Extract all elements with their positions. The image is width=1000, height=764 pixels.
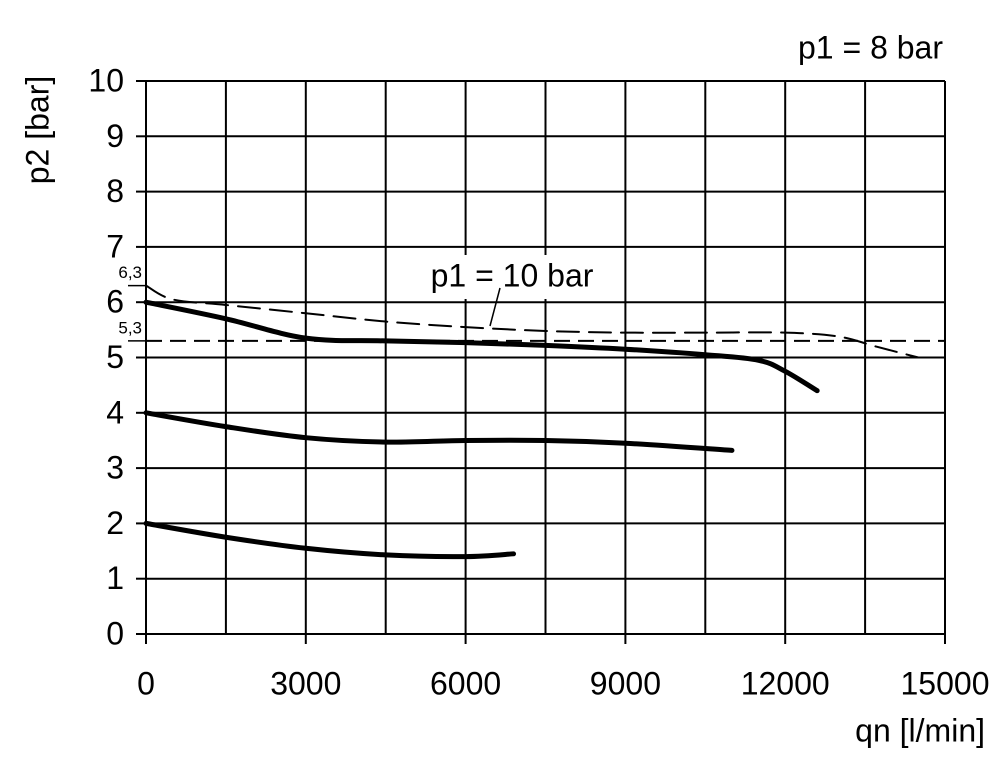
y-tick-label: 3 [106, 450, 124, 486]
line [143, 299, 820, 394]
leader-line [489, 287, 501, 327]
y-tick-label: 1 [106, 560, 124, 596]
label-box [420, 255, 620, 299]
y-axis-label: p2 [bar] [19, 76, 55, 185]
x-tick-label: 3000 [270, 665, 341, 701]
annotation-label: 6,3 [118, 263, 142, 282]
x-tick-label: 15000 [901, 665, 990, 701]
y-tick-label: 9 [106, 118, 124, 154]
dashed-line [145, 284, 920, 359]
x-tick-label: 6000 [430, 665, 501, 701]
y-tick-label: 7 [106, 228, 124, 264]
line [143, 520, 517, 560]
chart-subtitle: p1 = 8 bar [798, 29, 943, 65]
annotation-label: 5,3 [118, 318, 142, 337]
y-tick-label: 2 [106, 505, 124, 541]
series-label: p1 = 10 bar [431, 257, 594, 293]
y-tick-label: 0 [106, 615, 124, 651]
y-tick-label: 4 [106, 394, 124, 430]
x-tick-label: 9000 [590, 665, 661, 701]
x-tick-label: 0 [137, 665, 155, 701]
y-tick-label: 10 [88, 62, 124, 98]
y-tick-label: 6 [106, 284, 124, 320]
y-tick-label: 8 [106, 173, 124, 209]
x-tick-label: 12000 [741, 665, 830, 701]
x-axis-label: qn [l/min] [855, 712, 985, 748]
line [143, 410, 735, 453]
y-tick-label: 5 [106, 339, 124, 375]
